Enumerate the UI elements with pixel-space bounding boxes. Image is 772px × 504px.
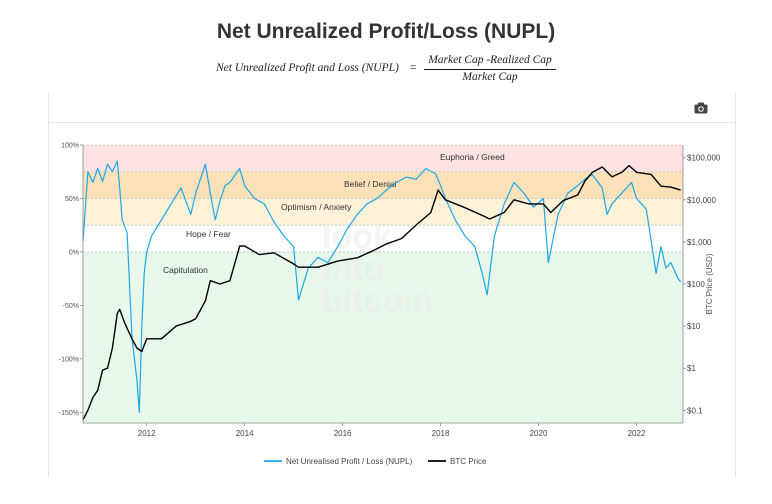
right-tick-label: $100 bbox=[687, 280, 705, 289]
btc-price-line bbox=[82, 164, 681, 421]
legend-label-btc: BTC Price bbox=[450, 457, 487, 466]
formula-equals: = bbox=[410, 62, 417, 74]
sentiment-zones bbox=[83, 145, 683, 423]
x-tick-label: 2022 bbox=[628, 429, 646, 438]
zone-band bbox=[83, 251, 683, 423]
zone-label: Hope / Fear bbox=[186, 229, 231, 239]
formula-denominator: Market Cap bbox=[462, 71, 518, 83]
right-tick-label: $10 bbox=[687, 322, 701, 331]
series-layer bbox=[82, 160, 682, 421]
zone-band bbox=[83, 225, 683, 252]
left-tick-label: 0% bbox=[69, 249, 79, 256]
zone-label: Optimism / Anxiety bbox=[281, 202, 352, 212]
watermark-text: look bbox=[322, 218, 392, 256]
right-tick-label: $0.1 bbox=[687, 406, 703, 415]
left-tick-label: -100% bbox=[59, 356, 79, 363]
zone-label: Capitulation bbox=[163, 265, 208, 275]
formula-numerator: Market Cap -Realized Cap bbox=[428, 54, 552, 66]
right-tick-label: $1,000 bbox=[687, 238, 712, 247]
zone-labels: Euphoria / Greed Belief / Denial Optimism … bbox=[163, 152, 505, 275]
left-tick-label: 50% bbox=[65, 196, 79, 203]
camera-icon-graphic bbox=[694, 102, 708, 114]
formula-lhs: Net Unrealized Profit and Loss (NUPL) bbox=[216, 62, 399, 74]
x-tick-label: 2018 bbox=[432, 429, 450, 438]
nupl-line bbox=[82, 160, 682, 413]
chart-frame bbox=[48, 92, 736, 477]
right-axis-title: BTC Price (USD) bbox=[705, 253, 714, 314]
right-tick-label: $100,000 bbox=[687, 154, 721, 163]
right-tick-label: $1 bbox=[687, 364, 696, 373]
right-tick-label: $10,000 bbox=[687, 196, 716, 205]
gridlines bbox=[83, 144, 683, 253]
zone-band bbox=[83, 145, 683, 172]
camera-icon[interactable] bbox=[694, 102, 708, 114]
left-tick-label: -50% bbox=[63, 303, 79, 310]
left-tick-label: -150% bbox=[59, 410, 79, 417]
x-tick-label: 2016 bbox=[334, 429, 352, 438]
x-tick-label: 2012 bbox=[138, 429, 156, 438]
toolbar-divider bbox=[49, 122, 735, 123]
x-tick-label: 2020 bbox=[530, 429, 548, 438]
zone-band bbox=[83, 198, 683, 226]
x-tick-label: 2014 bbox=[236, 429, 254, 438]
zone-label: Euphoria / Greed bbox=[440, 152, 505, 162]
page-title: Net Unrealized Profit/Loss (NUPL) bbox=[216, 20, 556, 43]
zone-label: Belief / Denial bbox=[344, 179, 397, 189]
axes: 100% 50% 0% -50% -100% -150% $100,000 $10,000 $1… bbox=[59, 143, 721, 439]
legend: Net Unrealised Profit / Loss (NUPL) BTC P… bbox=[264, 457, 487, 466]
formula-fraction-bar bbox=[424, 69, 556, 70]
legend-label-nupl: Net Unrealised Profit / Loss (NUPL) bbox=[286, 457, 413, 466]
watermark-text: bitcoin bbox=[322, 282, 433, 320]
left-tick-label: 100% bbox=[61, 143, 79, 150]
